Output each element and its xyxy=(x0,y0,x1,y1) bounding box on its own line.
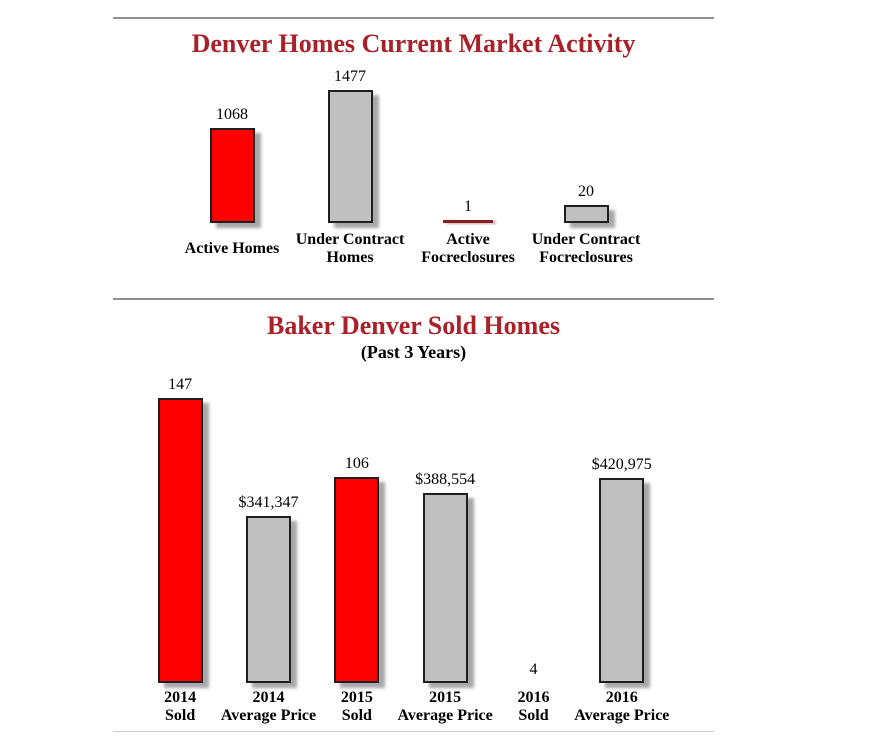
bar-value-label: 147 xyxy=(168,376,193,393)
category-label-line: Active xyxy=(446,231,490,248)
category-label-line: Under Contract xyxy=(531,231,641,248)
category-axis-sold-homes: 2014 Sold 2014 Average Price 2015 Sold 2015 Ave… xyxy=(136,689,669,725)
bar-value-label: $420,975 xyxy=(591,456,652,473)
category-label-line: Under Contract xyxy=(295,231,405,248)
category-label-line: Focreclosures xyxy=(539,249,633,266)
category-label-2015-sold: 2015 Sold xyxy=(313,689,401,725)
bottom-divider xyxy=(113,731,714,732)
bar-value-label: 1068 xyxy=(216,106,248,123)
chart-column-active-focreclosures: 1 xyxy=(409,63,527,223)
category-label-line: 2014 xyxy=(164,689,197,706)
category-label-line: Average Price xyxy=(574,707,670,724)
category-label-line: 2014 xyxy=(252,689,285,706)
bar-value-label: 1 xyxy=(464,198,472,215)
category-label-line: Sold xyxy=(341,707,372,724)
bar-2014-average-price xyxy=(245,516,291,683)
bar-2014-sold xyxy=(157,398,203,683)
category-label-line: Sold xyxy=(518,707,549,724)
category-label-line: Homes xyxy=(326,249,374,266)
category-label-line: Sold xyxy=(165,707,196,724)
bar-value-label: 4 xyxy=(529,661,538,678)
category-label-2014-average-price: 2014 Average Price xyxy=(221,689,316,725)
bar-2016-average-price xyxy=(599,478,645,683)
category-label-2016-sold: 2016 Sold xyxy=(489,689,577,725)
category-label-active-homes: Active Homes xyxy=(173,231,291,267)
bar-value-label: $388,554 xyxy=(415,471,476,488)
chart-column-2014-average-price: $341,347 xyxy=(224,363,312,683)
bar-active-homes xyxy=(209,128,255,223)
category-label-2014-sold: 2014 Sold xyxy=(136,689,224,725)
bar-2015-sold xyxy=(334,477,380,683)
bar-value-label: 20 xyxy=(578,183,594,200)
chart-subtitle-sold-homes: (Past 3 Years) xyxy=(360,342,467,362)
category-label-line: Focreclosures xyxy=(421,249,515,266)
bar-value-label: 106 xyxy=(344,455,369,472)
category-label-line: Active Homes xyxy=(184,240,280,257)
category-label-line: 2015 xyxy=(429,689,462,706)
category-label-under-contract-focreclosures: Under Contract Focreclosures xyxy=(527,231,645,267)
bar-value-label: 1477 xyxy=(334,68,366,85)
category-label-active-focreclosures: Active Focreclosures xyxy=(409,231,527,267)
bar-active-focreclosures xyxy=(443,220,493,223)
chart-column-2015-average-price: $388,554 xyxy=(401,363,489,683)
bar-2015-average-price xyxy=(422,493,468,683)
category-label-line: 2016 xyxy=(517,689,550,706)
chart-column-2015-sold: 106 xyxy=(313,363,401,683)
chart-column-under-contract-focreclosures: 20 xyxy=(527,63,645,223)
top-divider xyxy=(113,17,714,19)
category-label-2016-average-price: 2016 Average Price xyxy=(574,689,669,725)
chart-column-2016-sold: 4 xyxy=(489,363,577,683)
chart-title-sold-homes: Baker Denver Sold Homes xyxy=(267,311,560,340)
category-axis-market-activity: Active Homes Under Contract Homes Active Foc… xyxy=(173,231,645,267)
middle-divider xyxy=(113,298,714,300)
chart-title-market-activity: Denver Homes Current Market Activity xyxy=(191,29,636,58)
category-label-line: Average Price xyxy=(220,707,317,724)
chart-column-under-contract-homes: 1477 xyxy=(291,63,409,223)
chart-column-2016-average-price: $420,975 xyxy=(578,363,666,683)
plot-area-sold-homes: 147 $341,347 106 $388,554 4 $420,975 xyxy=(136,363,666,683)
chart-column-active-homes: 1068 xyxy=(173,63,291,223)
category-label-2015-average-price: 2015 Average Price xyxy=(398,689,493,725)
category-label-under-contract-homes: Under Contract Homes xyxy=(291,231,409,267)
category-label-line: 2015 xyxy=(340,689,373,706)
category-label-line: 2016 xyxy=(605,689,638,706)
plot-area-market-activity: 1068 1477 1 20 xyxy=(173,63,645,223)
bar-under-contract-focreclosures xyxy=(563,205,609,223)
bar-value-label: $341,347 xyxy=(238,494,299,511)
chart-column-2014-sold: 147 xyxy=(136,363,224,683)
bar-under-contract-homes xyxy=(327,90,373,223)
category-label-line: Average Price xyxy=(397,707,493,724)
